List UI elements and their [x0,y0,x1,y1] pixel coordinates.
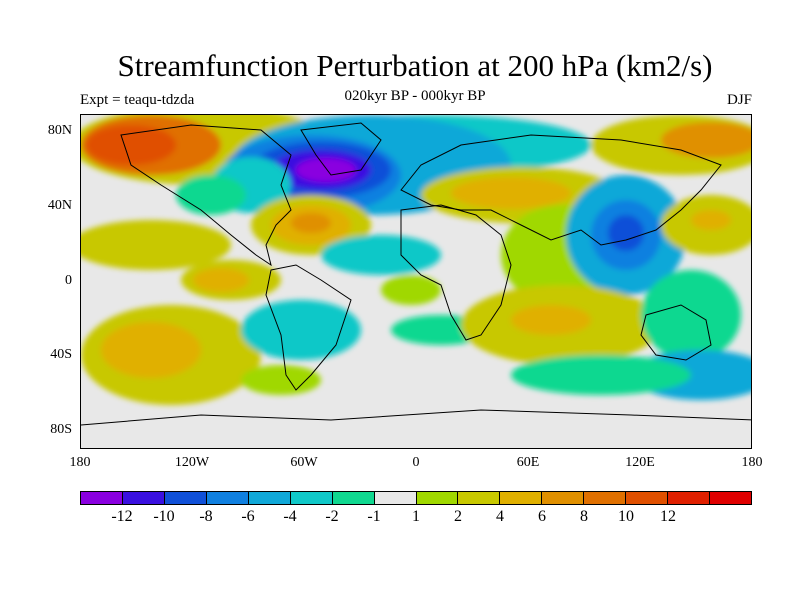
y-tick-label: 80N [47,123,72,138]
colorbar-label: 2 [454,508,462,525]
colorbar-label: -8 [199,508,213,525]
x-tick-label: 0 [412,455,420,470]
contour-field [81,115,751,405]
colorbar-swatch [332,492,375,504]
x-tick-label: 60W [290,455,318,470]
chart-subtitle: 020kyr BP - 000kyr BP [344,88,486,104]
colorbar-label: 4 [496,508,504,525]
colorbar-label: 12 [660,508,676,525]
x-tick-label: 60E [516,455,540,470]
x-tick-label: 180 [69,455,91,470]
colorbar-label: -6 [241,508,255,525]
x-tick-label: 180 [741,455,763,470]
x-tick-label: 120E [625,455,655,470]
map-svg [81,115,751,448]
y-tick-label: 40S [50,347,72,362]
colorbar-swatch [206,492,249,504]
x-tick-label: 120W [174,455,210,470]
y-tick-label: 80S [50,422,72,437]
chart-title: Streamfunction Perturbation at 200 hPa (… [117,48,713,83]
y-tick-label: 0 [65,273,72,288]
y-tick-label: 40N [47,198,72,213]
experiment-label: Expt = teaqu-tdzda [80,92,195,108]
colorbar-label: -12 [111,508,133,525]
colorbar-label: 1 [412,508,420,525]
colorbar-swatch [81,492,123,504]
map-panel [80,114,752,449]
colorbar-swatch [626,492,669,504]
colorbar-swatch [584,492,627,504]
colorbar-swatch [416,492,459,504]
colorbar-swatch [164,492,207,504]
colorbar-swatch [290,492,333,504]
colorbar-label: -2 [325,508,339,525]
colorbar-swatch [710,492,751,504]
colorbar [80,491,752,505]
season-label: DJF [726,92,752,108]
colorbar-swatch [500,492,543,504]
colorbar-label: 10 [618,508,634,525]
colorbar-label: -1 [367,508,381,525]
colorbar-swatch [248,492,291,504]
colorbar-label: -4 [283,508,297,525]
colorbar-label: 8 [580,508,588,525]
colorbar-swatch [542,492,585,504]
colorbar-label: -10 [153,508,175,525]
colorbar-swatch [668,492,711,504]
colorbar-label: 6 [538,508,546,525]
colorbar-swatch [374,492,417,504]
coastlines [81,122,751,426]
colorbar-swatch [122,492,165,504]
colorbar-swatch [458,492,501,504]
